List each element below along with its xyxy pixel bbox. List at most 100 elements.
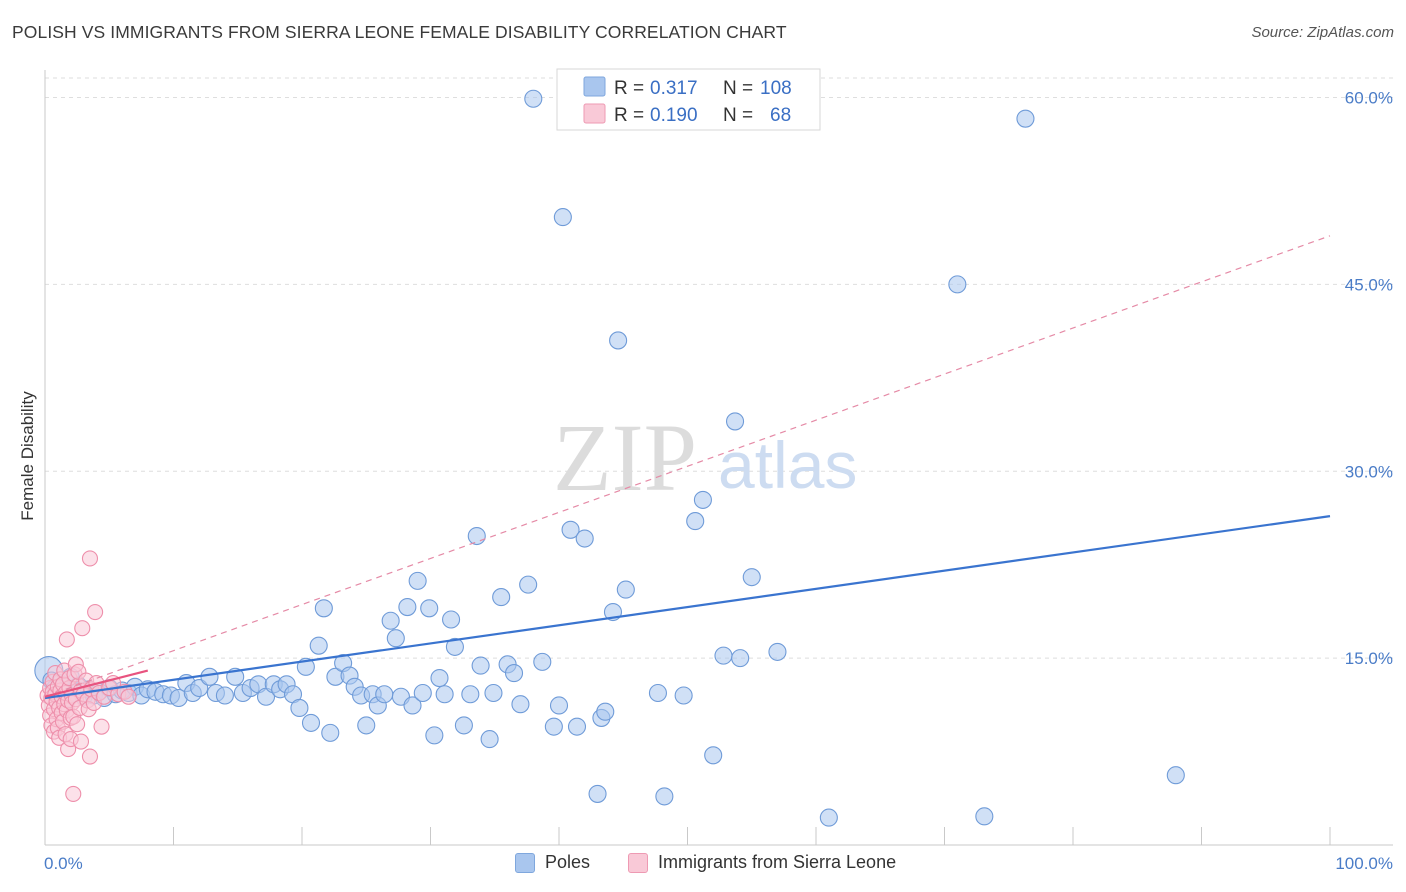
gridlines xyxy=(45,77,1393,659)
point-poles-60 xyxy=(403,696,422,715)
legend-n-value-poles: 108 xyxy=(760,78,792,99)
point-poles-66 xyxy=(435,685,454,704)
watermark: ZIP atlas xyxy=(553,404,857,511)
legend-swatch-poles-bottom xyxy=(515,852,535,873)
point-poles-64 xyxy=(425,726,444,745)
point-sierra-leone-67 xyxy=(120,688,137,705)
point-sierra-leone-58 xyxy=(87,603,104,621)
y-tick-label-60: 60.0% xyxy=(1345,89,1393,108)
point-poles-101 xyxy=(725,412,745,431)
point-sierra-leone-61 xyxy=(93,718,110,735)
point-poles-84 xyxy=(553,208,572,227)
point-poles-105 xyxy=(819,808,838,827)
point-sierra-leone-29 xyxy=(58,631,75,648)
point-poles-94 xyxy=(648,683,667,703)
point-poles-92 xyxy=(609,331,628,350)
point-sierra-leone-49 xyxy=(74,620,91,637)
legend-swatch-sierra-leone-bottom xyxy=(628,852,648,873)
x-tick-labels: 0.0% 100.0% xyxy=(44,854,1393,873)
point-poles-90 xyxy=(596,702,615,721)
trend-line-poles xyxy=(44,515,1331,700)
legend-r-value-poles: 0.317 xyxy=(650,78,698,99)
y-tick-label-30: 30.0% xyxy=(1345,462,1393,481)
watermark-atlas: atlas xyxy=(718,428,857,502)
point-poles-81 xyxy=(533,652,552,671)
point-poles-41 xyxy=(290,698,309,718)
legend-label-poles: Poles xyxy=(545,852,591,872)
point-poles-75 xyxy=(492,588,511,607)
point-poles-62 xyxy=(413,683,432,703)
point-poles-65 xyxy=(430,669,449,688)
legend-label-sierra-leone: Immigrants from Sierra Leone xyxy=(658,852,897,872)
legend-swatch-poles xyxy=(583,76,606,97)
point-poles-57 xyxy=(386,629,405,648)
y-tick-labels: 15.0% 30.0% 45.0% 60.0% xyxy=(1345,89,1393,669)
legend-n-label-poles: N = xyxy=(723,78,753,99)
point-poles-69 xyxy=(454,716,473,735)
x-tick-label-min: 0.0% xyxy=(44,854,83,873)
point-poles-87 xyxy=(575,529,594,548)
point-poles-52 xyxy=(357,716,376,735)
point-poles-106 xyxy=(948,275,967,294)
point-poles-79 xyxy=(519,575,538,594)
point-poles-67 xyxy=(442,610,461,629)
legend-box: R = 0.317 N = 108 R = 0.190 N = 68 xyxy=(556,68,821,131)
point-poles-109 xyxy=(1166,766,1185,785)
point-poles-103 xyxy=(742,568,761,587)
point-poles-28 xyxy=(190,678,209,698)
point-poles-61 xyxy=(408,571,427,590)
point-poles-108 xyxy=(1016,109,1035,128)
trend-line-sierra-leone xyxy=(44,669,149,698)
y-tick-label-45: 45.0% xyxy=(1345,275,1393,294)
point-poles-104 xyxy=(768,642,787,661)
legend-item-sierra-leone[interactable]: Immigrants from Sierra Leone xyxy=(628,852,896,873)
point-sierra-leone-55 xyxy=(81,748,99,765)
source-note: Source: ZipAtlas.com xyxy=(1251,24,1394,41)
point-poles-45 xyxy=(314,599,333,618)
point-poles-72 xyxy=(471,656,490,675)
x-tick-label-max: 100.0% xyxy=(1335,854,1393,873)
point-poles-100 xyxy=(714,646,733,665)
y-tick-label-15: 15.0% xyxy=(1345,649,1393,668)
point-poles-46 xyxy=(321,723,340,742)
legend-swatch-sierra-leone xyxy=(583,103,606,124)
x-ticks xyxy=(44,827,1331,845)
point-poles-63 xyxy=(420,599,439,618)
point-poles-68 xyxy=(445,637,464,656)
point-sierra-leone-43 xyxy=(69,716,86,733)
point-poles-102 xyxy=(731,649,750,668)
point-sierra-leone-54 xyxy=(81,550,99,567)
series-sierra-leone xyxy=(39,550,137,802)
point-poles-56 xyxy=(381,611,400,630)
point-poles-31 xyxy=(215,686,234,705)
trend-line-sierra-leone-dashed xyxy=(44,235,1331,698)
watermark-zip: ZIP xyxy=(553,404,697,511)
point-poles-86 xyxy=(567,717,587,736)
point-poles-74 xyxy=(484,683,503,703)
point-poles-73 xyxy=(480,730,499,749)
point-poles-99 xyxy=(704,746,723,765)
legend-r-value-sierra-leone: 0.190 xyxy=(650,105,698,126)
legend-n-label-sierra-leone: N = xyxy=(723,105,753,126)
point-poles-85 xyxy=(561,520,580,539)
point-poles-44 xyxy=(309,636,328,655)
trend-lines xyxy=(44,235,1331,700)
point-poles-98 xyxy=(693,490,712,509)
point-poles-78 xyxy=(511,695,530,714)
point-poles-43 xyxy=(301,713,321,732)
point-poles-95 xyxy=(655,787,674,806)
bottom-legend: Poles Immigrants from Sierra Leone xyxy=(0,852,1406,878)
legend-item-poles[interactable]: Poles xyxy=(515,852,590,873)
point-poles-77 xyxy=(504,664,524,683)
point-poles-88 xyxy=(588,784,607,803)
point-poles-29 xyxy=(200,667,219,686)
point-poles-96 xyxy=(674,686,693,705)
point-poles-82 xyxy=(544,717,563,736)
legend-r-label-sierra-leone: R = xyxy=(614,105,644,126)
point-poles-107 xyxy=(975,807,994,826)
chart-title: POLISH VS IMMIGRANTS FROM SIERRA LEONE F… xyxy=(12,22,787,42)
point-poles-59 xyxy=(398,597,417,617)
point-poles-83 xyxy=(549,696,569,715)
legend-n-value-sierra-leone: 68 xyxy=(770,105,791,126)
